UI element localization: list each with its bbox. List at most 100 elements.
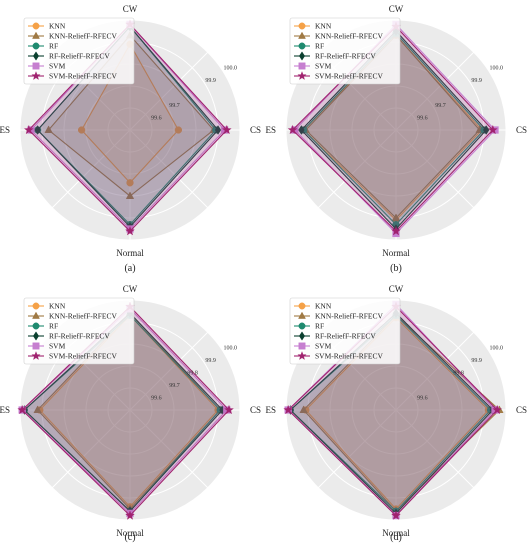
legend-marker — [298, 331, 306, 341]
radar-panel-d: 99.6 99.8 99.9 100.0 CW CS Normal ES KNNKNN-Reli… — [265, 284, 527, 543]
grid-spoke — [129, 51, 209, 131]
axis-label-cw: CW — [389, 4, 404, 14]
data-point — [125, 510, 135, 520]
data-point — [23, 124, 34, 135]
grid-spoke — [317, 129, 397, 209]
legend-entry: SVM — [315, 62, 332, 71]
legend-entry: KNN — [49, 22, 66, 31]
data-point — [391, 213, 401, 221]
legend-entry: RF-ReliefF-RFECV — [315, 52, 376, 61]
data-point — [221, 124, 232, 135]
radar-panel-b: 99.6 99.7 99.9 100.0 CW CS Normal ES KNNKNN-Reli… — [265, 4, 527, 274]
legend-marker — [31, 71, 41, 80]
data-point — [391, 510, 401, 520]
legend-entry: RF — [315, 42, 324, 51]
panel-caption: (a) — [124, 263, 135, 274]
legend-marker — [32, 331, 40, 341]
legend-marker — [32, 42, 40, 50]
legend-marker — [298, 302, 306, 310]
data-point — [224, 404, 234, 415]
legend: KNNKNN-ReliefF-RFECVRFRF-ReliefF-RFECVSV… — [289, 17, 401, 85]
legend-entry: SVM — [49, 62, 66, 71]
axis-label-cw: CW — [389, 284, 404, 294]
legend-marker — [297, 71, 307, 80]
grid-spoke — [129, 331, 209, 411]
data-point — [44, 125, 53, 133]
legend: KNNKNN-ReliefF-RFECVRFRF-ReliefF-RFECVSV… — [23, 17, 135, 85]
data-point — [33, 405, 42, 413]
legend-box — [289, 17, 401, 85]
legend-entry: KNN — [49, 302, 66, 311]
legend-entry: SVM — [49, 342, 66, 351]
data-point — [34, 125, 41, 135]
legend-entry: RF — [315, 322, 324, 331]
legend-entry: RF-ReliefF-RFECV — [49, 52, 110, 61]
grid-spoke — [395, 129, 475, 209]
data-point — [125, 226, 135, 236]
legend-marker — [32, 311, 40, 319]
axis-label-es: ES — [265, 405, 276, 415]
legend-entry: KNN-ReliefF-RFECV — [315, 312, 383, 321]
radar-panel-c: 99.6 99.7 99.8 99.9 100.0 CW CS Normal ES KNNKNN-… — [0, 284, 261, 543]
axis-label-cs: CS — [250, 125, 261, 135]
axis-label-normal: Normal — [116, 528, 144, 538]
grid-spoke — [395, 51, 475, 131]
legend-marker — [298, 42, 306, 50]
legend-entry: KNN — [315, 302, 332, 311]
legend-entry: SVM-ReliefF-RFECV — [49, 72, 118, 81]
legend-entry: RF-ReliefF-RFECV — [315, 332, 376, 341]
data-point — [17, 404, 28, 415]
axis-label-normal: Normal — [382, 248, 410, 258]
data-point — [174, 126, 183, 134]
legend-marker — [298, 22, 306, 30]
legend-entry: RF-ReliefF-RFECV — [49, 332, 110, 341]
data-point — [125, 191, 135, 199]
tick-label: 99.6 — [417, 396, 428, 402]
radar-panel-a: 99.6 99.7 99.9 100.0 CW CS Normal ES KNNKNN-Reli… — [0, 4, 261, 274]
legend-entry: SVM-ReliefF-RFECV — [49, 352, 118, 361]
panel-caption: (c) — [124, 532, 135, 543]
tick-label: 100.0 — [490, 66, 504, 72]
tick-label: 99.6 — [417, 116, 428, 122]
tick-label: 100.0 — [224, 346, 238, 352]
axis-label-es: ES — [265, 125, 276, 135]
grid-spoke — [317, 409, 397, 489]
data-point — [298, 125, 305, 135]
tick-label: 99.8 — [187, 371, 198, 377]
legend-entry: SVM-ReliefF-RFECV — [315, 72, 384, 81]
panel-caption: (b) — [390, 263, 402, 274]
axis-label-normal: Normal — [116, 248, 144, 258]
legend-marker — [32, 31, 40, 39]
data-point — [214, 125, 222, 135]
legend-entry: SVM — [315, 342, 332, 351]
axis-label-cw: CW — [123, 284, 138, 294]
grid-spoke — [395, 409, 475, 489]
legend-box — [23, 17, 135, 85]
legend-marker — [298, 311, 306, 319]
legend-marker — [298, 342, 306, 350]
axis-label-cs: CS — [516, 405, 527, 415]
legend-marker — [32, 22, 40, 30]
data-point — [391, 226, 401, 236]
axis-label-cw: CW — [123, 4, 138, 14]
data-point — [487, 124, 498, 135]
legend-entry: KNN — [315, 22, 332, 31]
tick-label: 99.7 — [169, 383, 180, 389]
legend-entry: KNN-ReliefF-RFECV — [315, 32, 383, 41]
legend-entry: RF — [49, 42, 58, 51]
tick-label: 99.9 — [205, 358, 216, 364]
legend: KNNKNN-ReliefF-RFECVRFRF-ReliefF-RFECVSV… — [289, 297, 401, 365]
legend-marker — [32, 342, 40, 350]
tick-label: 99.9 — [471, 78, 482, 84]
axis-label-cs: CS — [250, 405, 261, 415]
legend-marker — [298, 62, 306, 70]
legend-marker — [298, 322, 306, 330]
axis-label-es: ES — [0, 125, 10, 135]
legend: KNNKNN-ReliefF-RFECVRFRF-ReliefF-RFECVSV… — [23, 297, 135, 365]
legend-marker — [32, 302, 40, 310]
grid-spoke — [129, 409, 209, 489]
tick-label: 99.7 — [435, 103, 446, 109]
tick-label: 99.6 — [151, 116, 162, 122]
data-point — [77, 126, 86, 134]
